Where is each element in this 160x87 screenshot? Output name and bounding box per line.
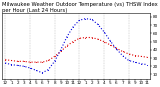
Text: Milwaukee Weather Outdoor Temperature (vs) THSW Index per Hour (Last 24 Hours): Milwaukee Weather Outdoor Temperature (v… (2, 2, 158, 13)
